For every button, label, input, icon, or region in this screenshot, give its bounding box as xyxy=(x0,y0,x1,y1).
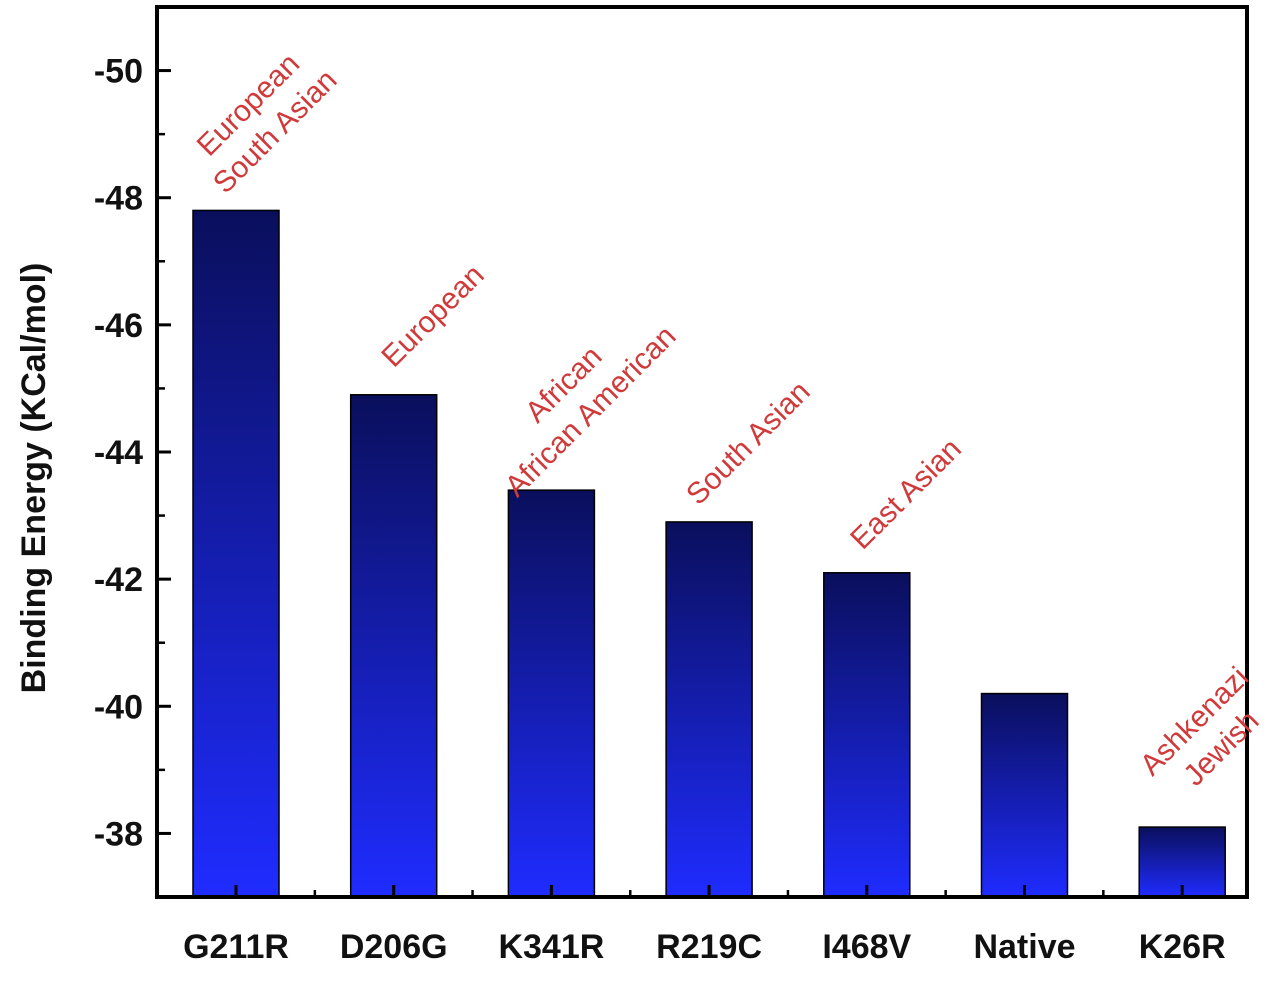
x-category-label: R219C xyxy=(656,928,762,966)
annotation-r219c: South Asian xyxy=(680,375,817,512)
labels-layer: -50 -48 -46 -44 -42 -40 -38 G211R D206G K341R R219… xyxy=(94,53,1226,966)
bars-layer xyxy=(192,209,1226,898)
bar-i468v xyxy=(823,572,911,898)
x-category-label: G211R xyxy=(183,928,289,966)
y-tick-label: -38 xyxy=(94,815,143,853)
y-tick-label: -42 xyxy=(94,561,143,599)
ticks-layer xyxy=(157,5,1184,899)
y-axis-title: Binding Energy (KCal/mol) xyxy=(15,263,53,694)
annotation-d206g: European xyxy=(375,258,490,373)
annotation-i468v: East Asian xyxy=(844,432,968,556)
bar-g211r xyxy=(192,209,280,898)
bar-r219c xyxy=(665,521,753,898)
x-category-label: K341R xyxy=(498,928,604,966)
bar-k341r xyxy=(507,489,596,898)
x-category-label: K26R xyxy=(1139,928,1226,966)
bar-d206g xyxy=(349,394,438,898)
x-category-label: Native xyxy=(973,928,1075,966)
y-tick-label: -48 xyxy=(94,180,143,218)
y-tick-label: -44 xyxy=(94,434,143,472)
x-category-label: I468V xyxy=(822,928,911,966)
y-tick-label: -40 xyxy=(94,688,143,726)
y-tick-label: -46 xyxy=(94,307,143,345)
x-category-label: D206G xyxy=(340,928,448,966)
y-tick-label: -50 xyxy=(94,53,143,91)
bar-native xyxy=(980,692,1069,898)
